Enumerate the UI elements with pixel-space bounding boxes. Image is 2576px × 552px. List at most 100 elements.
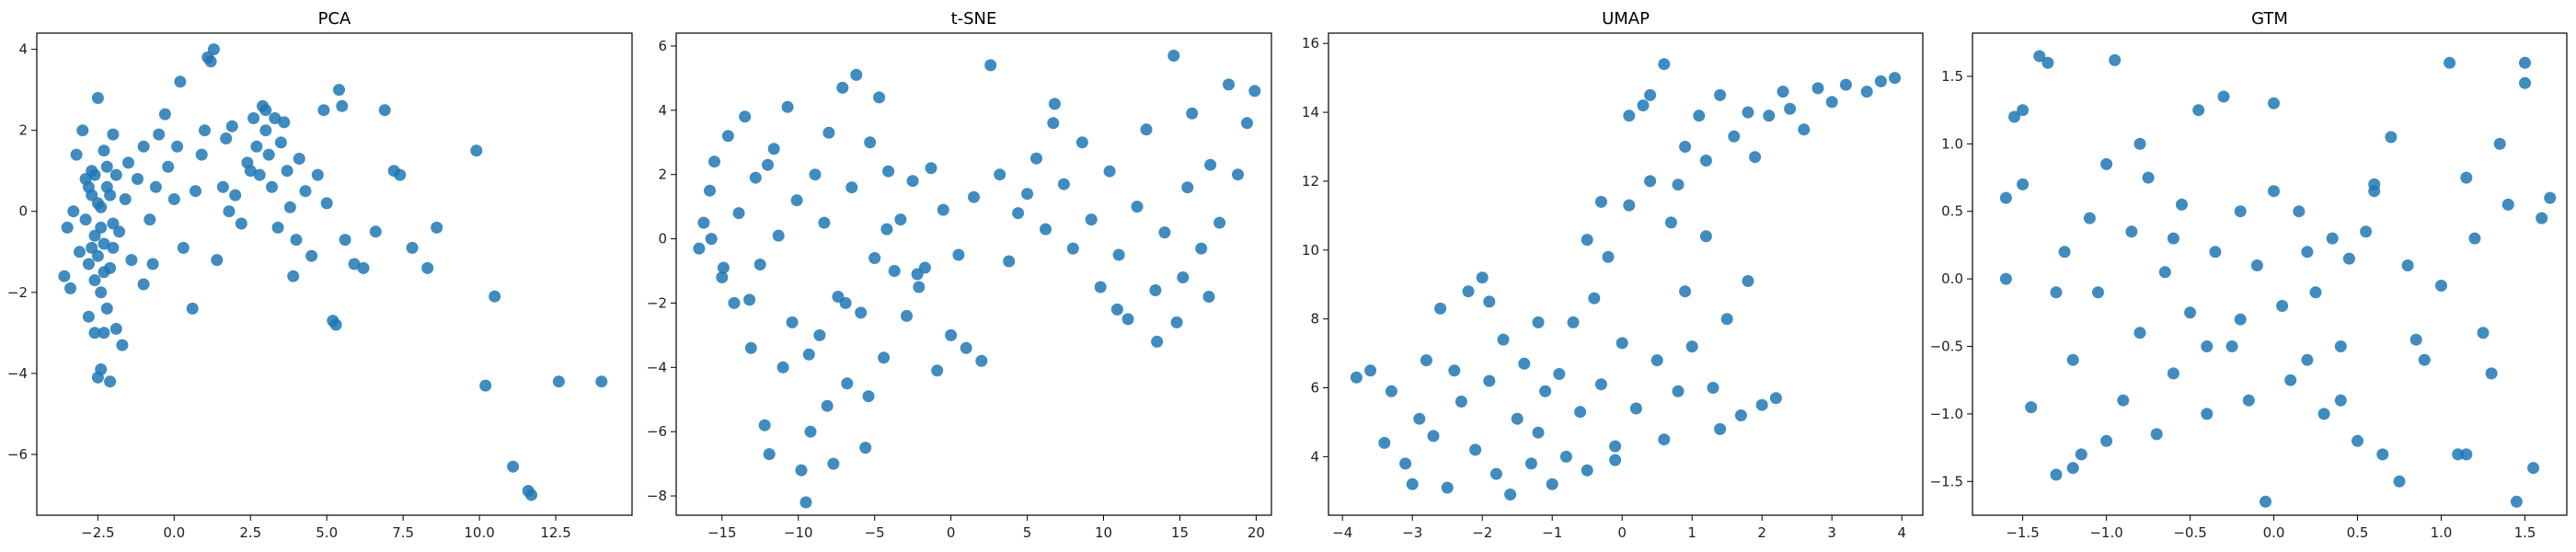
scatter-point (1559, 450, 1572, 463)
scatter-point (394, 168, 407, 181)
scatter-point (82, 180, 95, 193)
chart-title: UMAP (1602, 9, 1650, 29)
scatter-point (1629, 402, 1642, 415)
x-tick-label: 1.0 (2431, 524, 2453, 541)
scatter-point (283, 201, 296, 213)
scatter-point (88, 168, 101, 181)
chart-title: PCA (318, 9, 351, 29)
scatter-point (79, 213, 92, 226)
plot-frame (1972, 32, 2568, 516)
scatter-point (1186, 107, 1199, 120)
scatter-point (911, 268, 924, 281)
scatter-point (336, 99, 349, 112)
scatter-point (290, 234, 303, 247)
scatter-point (1784, 102, 1797, 115)
scatter-point (1616, 337, 1628, 350)
scatter-point (818, 216, 831, 229)
x-tick-label: 2 (1757, 524, 1766, 541)
scatter-point (960, 341, 972, 354)
scatter-point (758, 419, 771, 431)
y-tick-label: 6 (1310, 380, 1319, 397)
scatter-point (2209, 246, 2222, 259)
scatter-point (2017, 104, 2030, 117)
scatter-point (732, 207, 745, 220)
scatter-point (2276, 300, 2289, 312)
scatter-point (2536, 212, 2548, 224)
y-tick-label: −8 (647, 488, 667, 504)
x-tick-label: −1.5 (2006, 524, 2039, 541)
scatter-point (2192, 104, 2205, 117)
scatter-point (167, 193, 180, 205)
scatter-point (2008, 110, 2020, 123)
scatter-point (836, 81, 849, 94)
y-tick-label: 16 (1302, 35, 1319, 52)
scatter-point (98, 327, 110, 339)
scatter-point (2017, 178, 2030, 190)
scatter-point (1644, 175, 1657, 188)
scatter-point (1158, 226, 1171, 239)
scatter-point (821, 399, 834, 412)
y-tick-label: 10 (1302, 242, 1319, 259)
scatter-point (813, 328, 826, 341)
scatter-point (1693, 109, 1706, 122)
scatter-point (1483, 295, 1496, 308)
scatter-point (1679, 285, 1692, 298)
scatter-point (250, 140, 263, 153)
scatter-point (1248, 85, 1261, 98)
scatter-point (2033, 50, 2046, 63)
y-tick-label: 0 (18, 203, 28, 220)
scatter-point (2217, 90, 2230, 103)
scatter-point (2334, 340, 2347, 352)
scatter-point (259, 124, 272, 137)
x-tick-label: 4 (1897, 524, 1906, 541)
scatter-point (2100, 157, 2113, 170)
x-tick-label: 3 (1827, 524, 1836, 541)
scatter-point (1714, 422, 1727, 435)
scatter-point (1644, 88, 1657, 101)
scatter-point (841, 377, 854, 390)
scatter-point (1030, 152, 1042, 165)
scatter-point (975, 354, 988, 367)
x-tick-label: −10 (784, 524, 813, 541)
scatter-point (795, 464, 808, 477)
plot-frame (675, 32, 1272, 516)
scatter-point (271, 221, 284, 234)
scatter-point (1112, 248, 1125, 261)
scatter-point (1742, 106, 1754, 119)
y-tick-label: −6 (647, 423, 667, 440)
scatter-point (1672, 178, 1685, 191)
x-tick-label: 7.5 (392, 524, 414, 541)
scatter-point (2167, 232, 2179, 245)
scatter-point (827, 457, 840, 470)
scatter-point (1455, 396, 1467, 408)
scatter-point (809, 168, 822, 181)
scatter-point (862, 390, 875, 403)
scatter-point (2477, 327, 2490, 339)
scatter-point (220, 132, 233, 144)
scatter-point (2352, 434, 2363, 447)
scatter-point (2409, 333, 2422, 346)
scatter-point (1364, 364, 1377, 377)
x-tick-label: 1.5 (2514, 524, 2536, 541)
scatter-point (868, 252, 881, 264)
scatter-point (2109, 53, 2122, 66)
scatter-point (82, 258, 95, 270)
scatter-point (82, 310, 95, 323)
y-tick-label: −2 (647, 294, 667, 311)
scatter-point (1707, 382, 1719, 394)
scatter-point (1434, 302, 1447, 315)
scatter-point (144, 213, 156, 226)
scatter-point (1594, 195, 1607, 208)
scatter-point (1874, 75, 1887, 87)
scatter-point (91, 197, 104, 210)
scatter-point (100, 160, 113, 173)
scatter-point (855, 306, 868, 319)
y-tick-label: 8 (1310, 311, 1319, 328)
points-group (58, 43, 608, 501)
scatter-point (1213, 216, 1226, 229)
scatter-point (91, 92, 104, 104)
scatter-point (1623, 109, 1636, 122)
x-tick-label: 20 (1248, 524, 1265, 541)
scatter-point (2234, 313, 2247, 326)
